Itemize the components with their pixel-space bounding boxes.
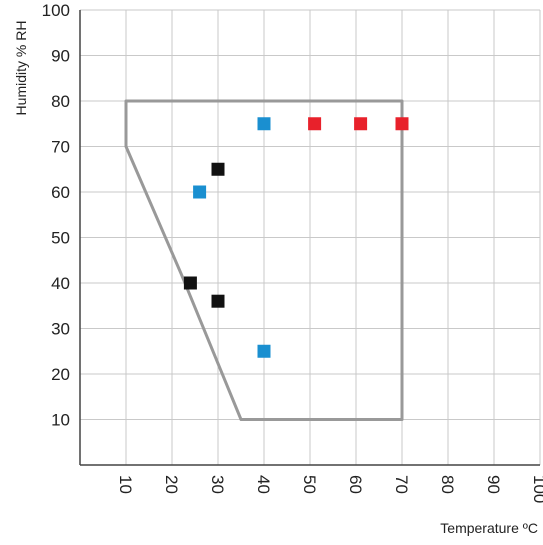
y-tick-label: 60 — [51, 183, 70, 202]
y-tick-label: 70 — [51, 138, 70, 157]
x-tick-label: 20 — [162, 475, 181, 494]
data-point — [183, 276, 197, 290]
data-point — [395, 117, 409, 131]
data-point — [257, 344, 271, 358]
x-tick-label: 10 — [116, 475, 135, 494]
data-point — [211, 294, 225, 308]
y-tick-label: 10 — [51, 411, 70, 430]
y-tick-label: 50 — [51, 229, 70, 248]
x-tick-label: 80 — [438, 475, 457, 494]
x-tick-label: 70 — [392, 475, 411, 494]
x-tick-label: 30 — [208, 475, 227, 494]
tick-labels: 10 20 30 40 50 60 70 80 90 100 10 20 30 40 50 60 70 80 90 1… — [42, 1, 543, 503]
axes — [79, 10, 540, 466]
y-tick-label: 30 — [51, 320, 70, 339]
data-point — [257, 117, 271, 131]
operating-region — [124, 99, 404, 421]
y-tick-label: 100 — [42, 1, 70, 20]
data-point — [211, 162, 225, 176]
data-point — [193, 185, 207, 199]
x-tick-label: 90 — [484, 475, 503, 494]
x-axis-title: Temperature ºC — [440, 520, 538, 536]
x-tick-label: 100 — [530, 475, 543, 503]
x-tick-label: 60 — [346, 475, 365, 494]
y-tick-label: 90 — [51, 47, 70, 66]
y-tick-label: 40 — [51, 274, 70, 293]
y-axis-title: Humidity % RH — [13, 21, 29, 116]
data-points — [183, 117, 409, 358]
data-point — [308, 117, 322, 131]
x-tick-label: 40 — [254, 475, 273, 494]
x-tick-label: 50 — [300, 475, 319, 494]
data-point — [354, 117, 368, 131]
region-outline — [124, 99, 404, 421]
y-tick-label: 80 — [51, 92, 70, 111]
y-tick-label: 20 — [51, 365, 70, 384]
